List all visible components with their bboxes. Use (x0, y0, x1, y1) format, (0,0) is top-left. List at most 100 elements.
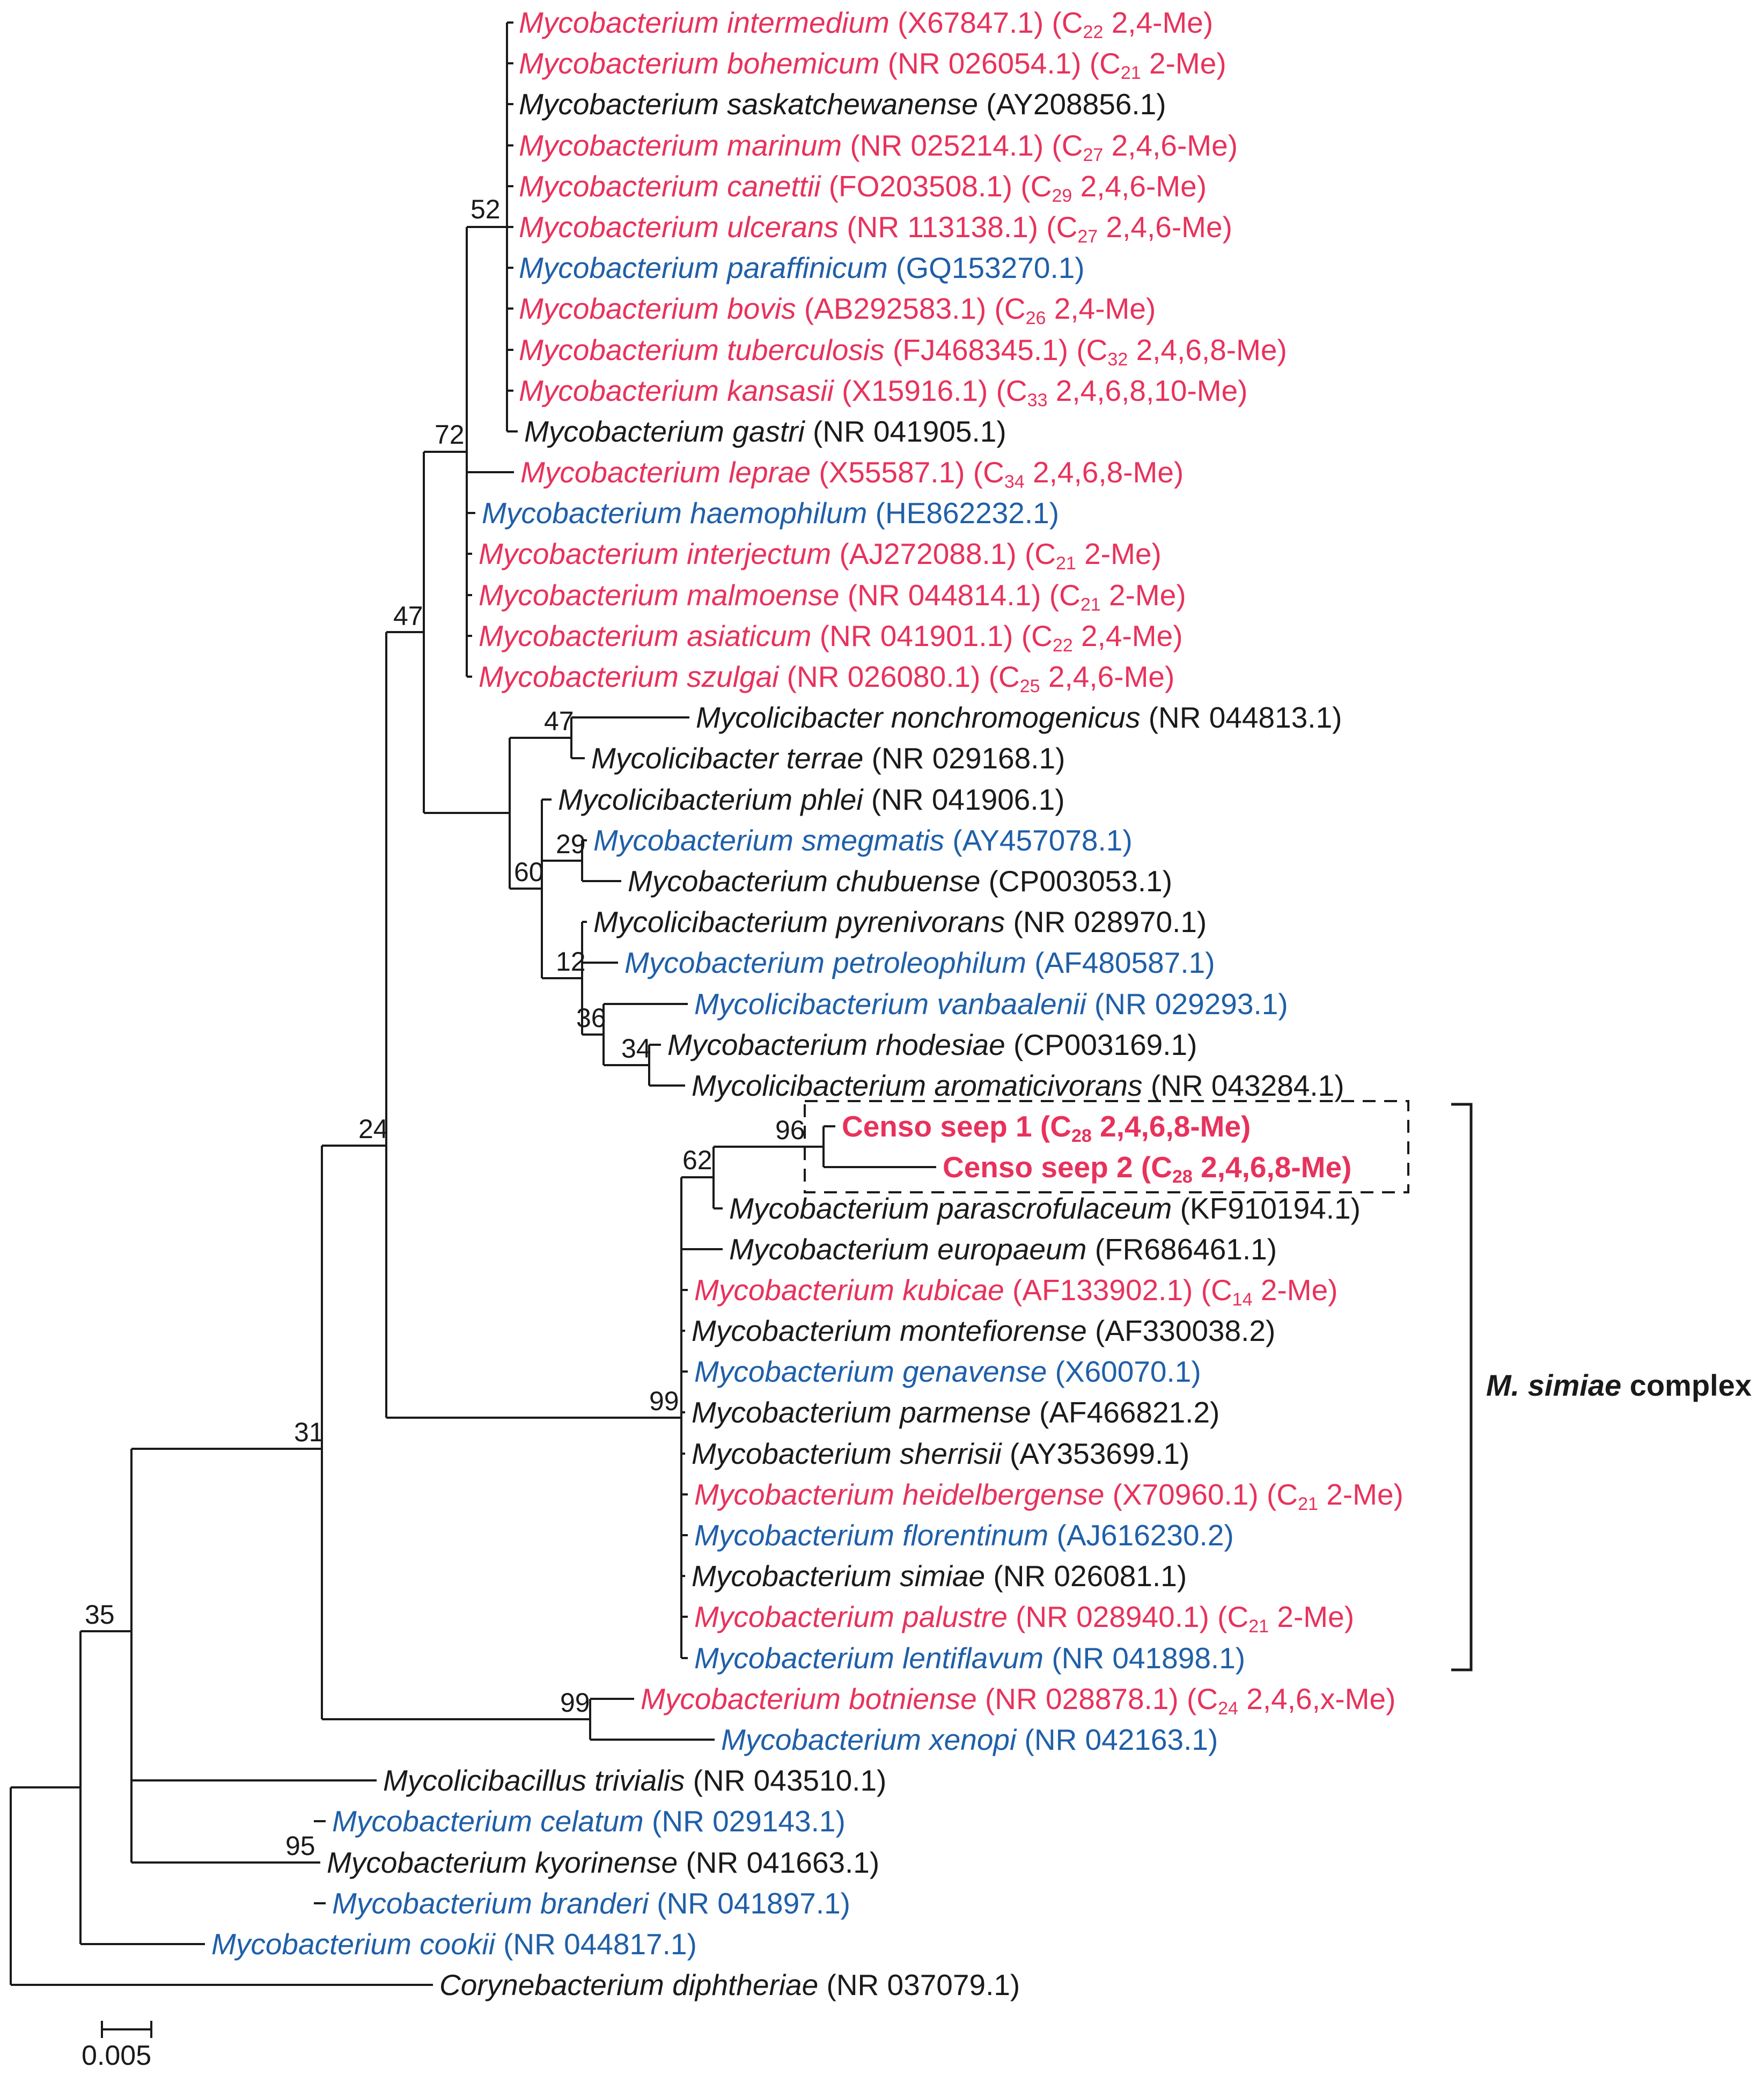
taxon-name: Mycolicibacillus trivialis (383, 1764, 685, 1797)
taxon-name: Mycobacterium gastri (524, 415, 805, 448)
taxon-label: Mycobacterium asiaticum (NR 041901.1) (C… (479, 619, 1183, 655)
bootstrap-value: 35 (85, 1600, 115, 1630)
taxon-label: Mycobacterium rhodesiae (CP003169.1) (667, 1029, 1197, 1061)
taxon-lipid-annotation: (C25 2,4,6-Me) (988, 660, 1175, 696)
taxon-accession: (GQ153270.1) (896, 251, 1085, 284)
taxon-label: Mycobacterium sherrisii (AY353699.1) (692, 1438, 1189, 1470)
taxon-name: Mycobacterium kubicae (694, 1273, 1004, 1307)
taxon-name: Mycolicibacter nonchromogenicus (696, 701, 1141, 734)
taxon-name: Mycolicibacterium aromaticivorans (692, 1069, 1143, 1102)
taxon-accession: (FO203508.1) (828, 170, 1013, 203)
bootstrap-value: 72 (435, 420, 465, 450)
taxon-name: Mycobacterium leprae (520, 456, 811, 489)
taxon-name: Mycobacterium marinum (519, 129, 842, 162)
taxon-label: Mycolicibacterium pyrenivorans (NR 02897… (593, 906, 1207, 938)
taxon-label: Mycobacterium montefiorense (AF330038.2) (692, 1315, 1275, 1347)
taxon-label: Mycobacterium haemophilum (HE862232.1) (482, 497, 1059, 529)
taxon-accession: (AF133902.1) (1012, 1273, 1193, 1307)
taxon-name: Mycobacterium asiaticum (479, 619, 812, 652)
taxon-name: Mycobacterium montefiorense (692, 1314, 1087, 1347)
simiae-complex-label-italic: M. simiae (1486, 1368, 1622, 1402)
taxon-label: Censo seep 2 (C28 2,4,6,8-Me) (943, 1150, 1352, 1187)
taxon-label: Mycolicibacterium aromaticivorans (NR 04… (692, 1069, 1344, 1102)
taxon-label: Mycobacterium kubicae (AF133902.1) (C14 … (694, 1273, 1338, 1310)
taxon-lipid-annotation: (C21 2-Me) (1267, 1478, 1403, 1514)
taxon-accession: (NR 043510.1) (693, 1764, 887, 1797)
taxon-accession: (NR 037079.1) (826, 1968, 1020, 2001)
taxon-lipid-annotation: (C21 2-Me) (1024, 537, 1162, 574)
taxon-name: Censo seep 2 (943, 1150, 1133, 1184)
taxon-name: Mycobacterium palustre (694, 1600, 1008, 1633)
bootstrap-value: 29 (556, 829, 586, 859)
taxon-label: Censo seep 1 (C28 2,4,6,8-Me) (842, 1110, 1251, 1145)
bootstrap-value: 62 (682, 1145, 712, 1175)
taxon-accession: (NR 041898.1) (1052, 1641, 1246, 1675)
taxon-label: Mycobacterium heidelbergense (X70960.1) … (694, 1478, 1403, 1514)
taxon-name: Mycobacterium sherrisii (692, 1437, 1002, 1470)
bootstrap-value: 99 (649, 1386, 679, 1416)
taxon-accession: (NR 026054.1) (887, 47, 1082, 80)
taxon-accession: (NR 043284.1) (1150, 1069, 1344, 1102)
taxon-label: Mycobacterium bovis (AB292583.1) (C26 2,… (519, 292, 1156, 327)
censo-seep-highlight-box (804, 1100, 1409, 1193)
taxon-name: Mycolicibacter terrae (591, 742, 864, 775)
taxon-accession: (HE862232.1) (875, 496, 1060, 530)
taxon-lipid-annotation: (C21 2-Me) (1089, 47, 1226, 83)
taxon-accession: (AF466821.2) (1039, 1396, 1220, 1429)
taxon-accession: (NR 041663.1) (686, 1846, 880, 1879)
taxon-label: Mycobacterium leprae (X55587.1) (C34 2,4… (520, 456, 1184, 491)
taxon-label: Mycobacterium canettii (FO203508.1) (C29… (519, 170, 1207, 205)
taxon-label: Mycolicibacterium phlei (NR 041906.1) (558, 783, 1065, 816)
taxon-accession: (NR 113138.1) (847, 210, 1039, 244)
taxon-name: Mycobacterium chubuense (628, 864, 981, 898)
taxon-accession: (NR 028940.1) (1016, 1600, 1209, 1633)
taxon-name: Mycobacterium kansasii (519, 374, 834, 407)
taxon-accession: (NR 026080.1) (787, 660, 981, 693)
taxon-lipid-annotation: (C28 2,4,6,8-Me) (1141, 1150, 1352, 1187)
taxon-name: Mycobacterium kyorinense (327, 1846, 678, 1879)
taxon-name: Mycobacterium xenopi (721, 1723, 1017, 1756)
taxon-accession: (NR 044813.1) (1148, 701, 1342, 734)
taxon-accession: (AB292583.1) (804, 292, 987, 325)
taxon-lipid-annotation: (C14 2-Me) (1201, 1273, 1338, 1310)
taxon-label: Mycolicibacillus trivialis (NR 043510.1) (383, 1764, 886, 1797)
bootstrap-value: 96 (775, 1115, 805, 1145)
taxon-accession: (NR 044814.1) (847, 578, 1041, 612)
taxon-label: Mycobacterium genavense (X60070.1) (694, 1355, 1201, 1388)
taxon-lipid-annotation: (C27 2,4,6-Me) (1052, 129, 1238, 165)
taxon-name: Mycobacterium heidelbergense (694, 1478, 1105, 1511)
taxon-accession: (NR 029143.1) (652, 1805, 846, 1838)
taxon-accession: (NR 029168.1) (871, 742, 1065, 775)
taxon-label: Mycobacterium gastri (NR 041905.1) (524, 415, 1006, 448)
taxon-name: Mycobacterium branderi (332, 1887, 649, 1920)
taxon-label: Mycobacterium malmoense (NR 044814.1) (C… (479, 578, 1186, 614)
taxon-name: Mycobacterium bovis (519, 292, 796, 325)
bootstrap-value: 36 (576, 1003, 606, 1033)
taxon-name: Mycobacterium florentinum (694, 1519, 1049, 1552)
taxon-accession: (AF330038.2) (1094, 1314, 1276, 1347)
taxon-label: Mycobacterium parmense (AF466821.2) (692, 1396, 1219, 1428)
taxon-name: Censo seep 1 (842, 1110, 1032, 1143)
taxon-name: Mycobacterium petroleophilum (624, 946, 1026, 979)
taxon-accession: (NR 041901.1) (819, 619, 1013, 652)
taxon-accession: (NR 041906.1) (871, 783, 1065, 816)
taxon-accession: (NR 041905.1) (812, 415, 1006, 448)
taxon-label: Mycobacterium tuberculosis (FJ468345.1) … (519, 333, 1287, 370)
taxon-label: Mycobacterium cookii (NR 044817.1) (211, 1928, 697, 1960)
taxon-accession: (AF480587.1) (1034, 946, 1215, 979)
taxon-name: Mycobacterium cookii (211, 1927, 495, 1961)
taxon-name: Mycobacterium bohemicum (519, 47, 880, 80)
taxon-name: Mycobacterium intermedium (519, 6, 890, 39)
taxon-name: Mycobacterium celatum (332, 1805, 644, 1838)
taxon-label: Mycobacterium branderi (NR 041897.1) (332, 1887, 850, 1919)
taxon-label: Mycobacterium xenopi (NR 042163.1) (721, 1724, 1218, 1756)
taxon-name: Mycobacterium genavense (694, 1355, 1047, 1388)
taxon-accession: (NR 028878.1) (984, 1682, 1179, 1715)
taxon-name: Corynebacterium diphtheriae (439, 1968, 819, 2001)
taxon-lipid-annotation: (C32 2,4,6,8-Me) (1076, 333, 1287, 370)
taxon-label: Mycobacterium szulgai (NR 026080.1) (C25… (479, 660, 1175, 696)
taxon-lipid-annotation: (C22 2,4-Me) (1052, 6, 1214, 42)
taxon-name: Mycobacterium parmense (692, 1396, 1031, 1429)
taxon-accession: (CP003053.1) (988, 864, 1173, 898)
